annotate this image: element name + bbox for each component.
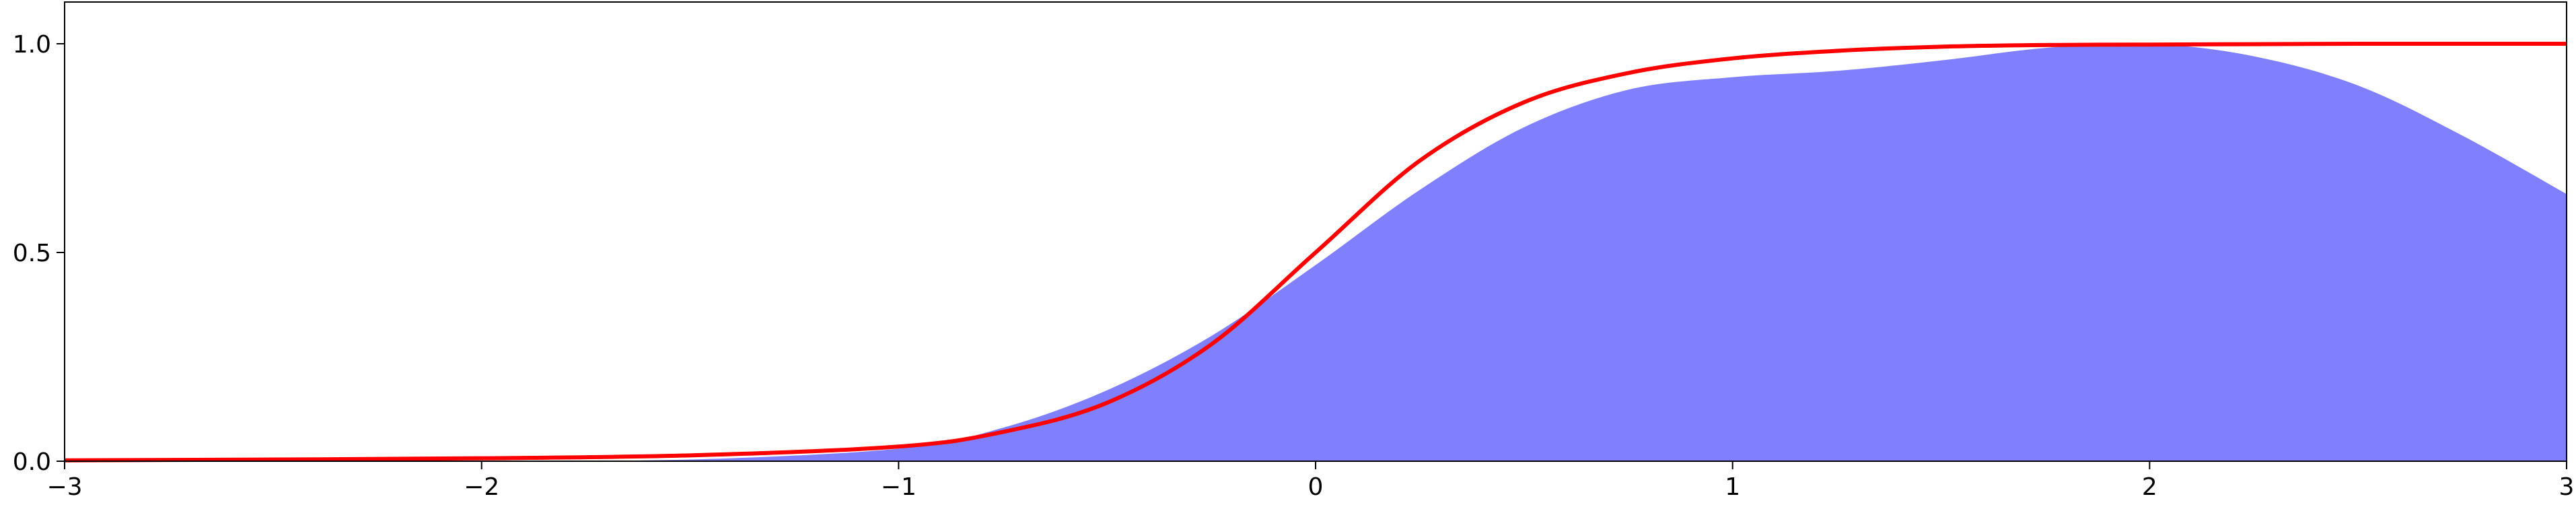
x-tick-label: −3: [46, 473, 82, 501]
area-series-0: [65, 43, 2567, 462]
y-tick-label: 0.0: [13, 448, 51, 476]
y-tick-label: 1.0: [13, 31, 51, 59]
line-series-1: [64, 41, 2567, 463]
x-tick-label: −2: [464, 473, 499, 501]
x-tick-label: 0: [1308, 473, 1324, 501]
x-tick-label: 3: [2559, 473, 2575, 501]
y-tick-label: 0.5: [13, 240, 51, 267]
x-tick-label: −1: [881, 473, 917, 501]
x-tick-label: 2: [2142, 473, 2157, 501]
plot-area: [64, 41, 2567, 463]
axes: −3 −2 −1 0 1 2 3 0.0 0.5 1.0: [13, 1, 2575, 501]
x-tick-label: 1: [1725, 473, 1740, 501]
